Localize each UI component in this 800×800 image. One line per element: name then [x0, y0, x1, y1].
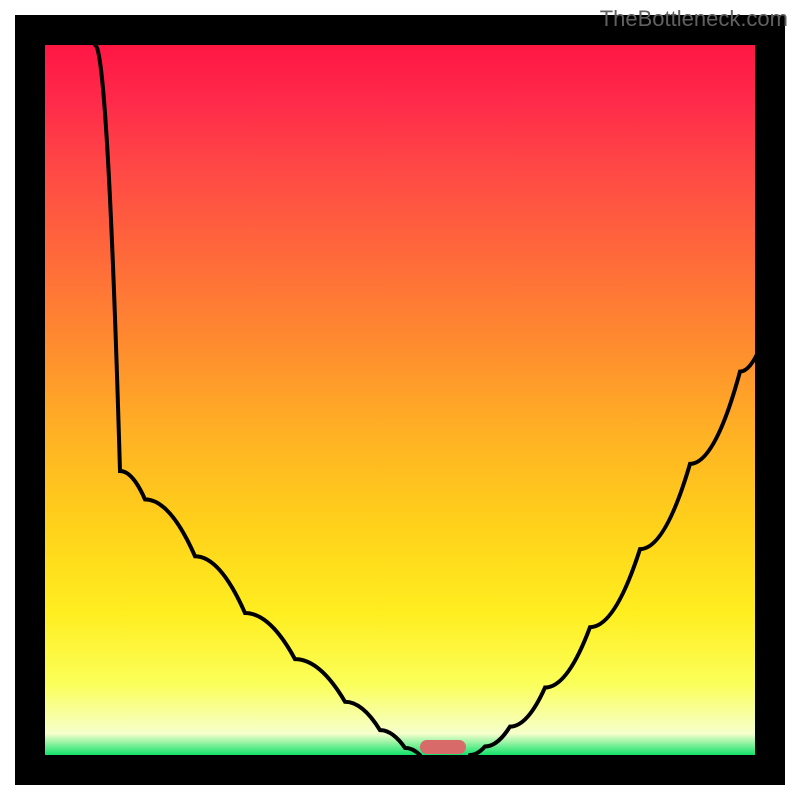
plot-background [45, 45, 755, 755]
chart-svg [0, 0, 800, 800]
watermark-text: TheBottleneck.com [600, 6, 788, 32]
bottleneck-chart: TheBottleneck.com [0, 0, 800, 800]
min-marker [420, 740, 466, 754]
